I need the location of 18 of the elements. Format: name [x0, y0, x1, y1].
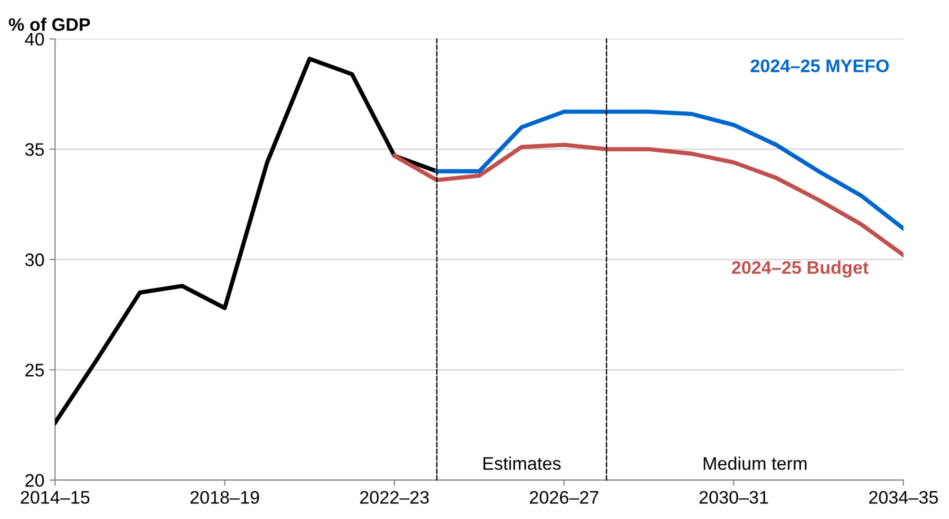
- y-tick-label: 30: [25, 253, 44, 266]
- text: 2024–25 MYEFO: [750, 59, 889, 72]
- x-tick-label: 2022–23: [360, 490, 429, 504]
- x-tick-label: 2034–35: [869, 490, 938, 504]
- y-tick-label: 25: [25, 364, 44, 377]
- y-axis-title: % of GDP: [8, 18, 90, 31]
- x-tick-label: 2018–19: [190, 490, 260, 504]
- y-tick-label: 40: [24, 32, 44, 46]
- series-label: 2024–25 Budget: [732, 260, 869, 278]
- line-series: [392, 142, 904, 258]
- x-tick-label: 2030–31: [700, 490, 768, 504]
- annotation: Medium term: [704, 456, 806, 470]
- line-series: [434, 110, 904, 231]
- annotation: Estimates: [484, 456, 561, 470]
- x-tick-label: 2014–15: [20, 490, 90, 504]
- y-tick-label: 20: [25, 474, 44, 487]
- x-tick-label: 2026–27: [530, 490, 598, 504]
- y-tick-label: 35: [25, 143, 44, 156]
